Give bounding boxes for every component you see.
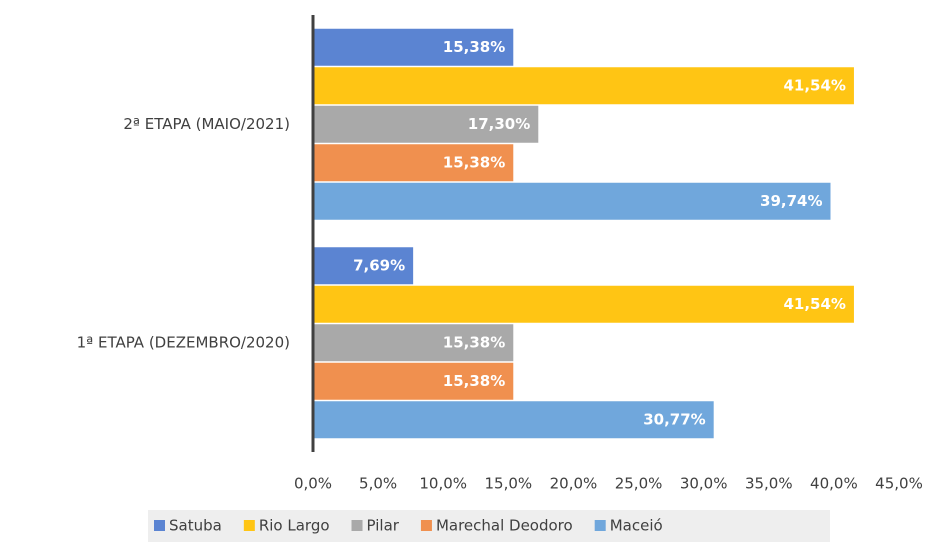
category-label: 1ª ETAPA (DEZEMBRO/2020) bbox=[77, 333, 290, 351]
x-tick-label: 40,0% bbox=[810, 475, 858, 493]
legend-swatch bbox=[154, 520, 165, 531]
x-tick-label: 45,0% bbox=[875, 475, 923, 493]
x-tick-label: 15,0% bbox=[485, 475, 533, 493]
value-label: 7,69% bbox=[353, 256, 405, 274]
bar bbox=[313, 324, 514, 362]
legend-swatch bbox=[420, 520, 432, 531]
bar bbox=[313, 105, 539, 143]
legend-label: Satuba bbox=[169, 517, 222, 535]
bar bbox=[313, 285, 854, 323]
bar bbox=[313, 247, 414, 285]
x-tick-label: 5,0% bbox=[359, 475, 397, 493]
legend-swatch bbox=[594, 520, 606, 531]
legend-label: Maceió bbox=[610, 517, 663, 535]
bar bbox=[313, 182, 831, 220]
x-tick-label: 0,0% bbox=[294, 475, 332, 493]
bar bbox=[313, 144, 514, 182]
legend-label: Pilar bbox=[367, 517, 400, 535]
value-label: 15,38% bbox=[443, 153, 505, 171]
value-label: 41,54% bbox=[783, 76, 845, 94]
legend-label: Marechal Deodoro bbox=[436, 517, 573, 535]
bar bbox=[313, 401, 714, 439]
x-tick-label: 10,0% bbox=[419, 475, 467, 493]
value-label: 15,38% bbox=[443, 333, 505, 351]
legend-label: Rio Largo bbox=[259, 517, 330, 535]
x-tick-label: 30,0% bbox=[680, 475, 728, 493]
x-tick-label: 35,0% bbox=[745, 475, 793, 493]
bar bbox=[313, 28, 514, 66]
value-label: 17,30% bbox=[468, 115, 530, 133]
value-label: 41,54% bbox=[783, 295, 845, 313]
x-tick-label: 25,0% bbox=[615, 475, 663, 493]
value-label: 39,74% bbox=[760, 192, 822, 210]
x-tick-label: 20,0% bbox=[550, 475, 598, 493]
legend-box bbox=[148, 510, 830, 542]
category-label: 2ª ETAPA (MAIO/2021) bbox=[123, 115, 290, 133]
value-label: 30,77% bbox=[643, 410, 705, 428]
value-label: 15,38% bbox=[443, 38, 505, 56]
bar bbox=[313, 362, 514, 400]
legend-swatch bbox=[243, 520, 255, 531]
legend-swatch bbox=[351, 520, 363, 531]
value-label: 15,38% bbox=[443, 372, 505, 390]
bar bbox=[313, 67, 854, 105]
